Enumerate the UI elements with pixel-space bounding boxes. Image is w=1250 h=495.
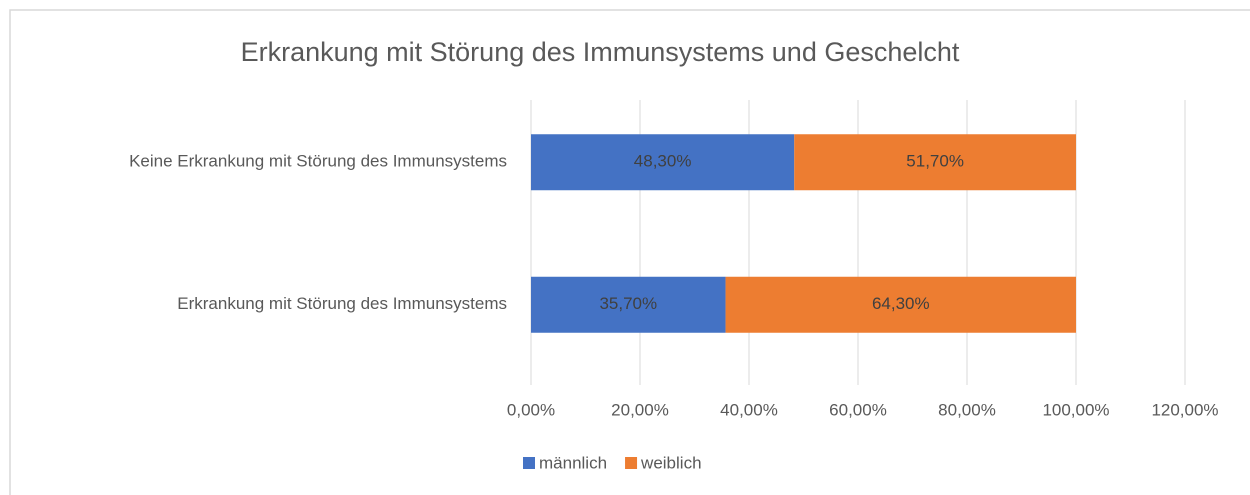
legend-swatch [523, 457, 535, 469]
data-label: 35,70% [599, 294, 657, 313]
x-tick-label: 40,00% [720, 400, 778, 419]
y-tick-label: Keine Erkrankung mit Störung des Immunsy… [129, 152, 507, 171]
x-tick-label: 0,00% [507, 400, 555, 419]
x-tick-label: 60,00% [829, 400, 887, 419]
chart-border [9, 9, 1250, 495]
bar [531, 134, 795, 191]
x-tick-label: 20,00% [611, 400, 669, 419]
bar [725, 276, 1076, 333]
y-tick-label: Erkrankung mit Störung des Immunsystems [177, 294, 507, 313]
data-label: 48,30% [634, 152, 692, 171]
bar [531, 276, 726, 333]
legend-swatch [625, 457, 638, 469]
bar [794, 134, 1076, 191]
legend-label: männlich [539, 453, 607, 472]
x-tick-label: 120,00% [1151, 400, 1218, 419]
data-label: 64,30% [872, 294, 930, 313]
chart-title: Erkrankung mit Störung des Immunsystems … [241, 37, 960, 67]
x-tick-label: 100,00% [1042, 400, 1109, 419]
data-label: 51,70% [906, 152, 964, 171]
legend-label: weiblich [640, 453, 701, 472]
x-tick-label: 80,00% [938, 400, 996, 419]
